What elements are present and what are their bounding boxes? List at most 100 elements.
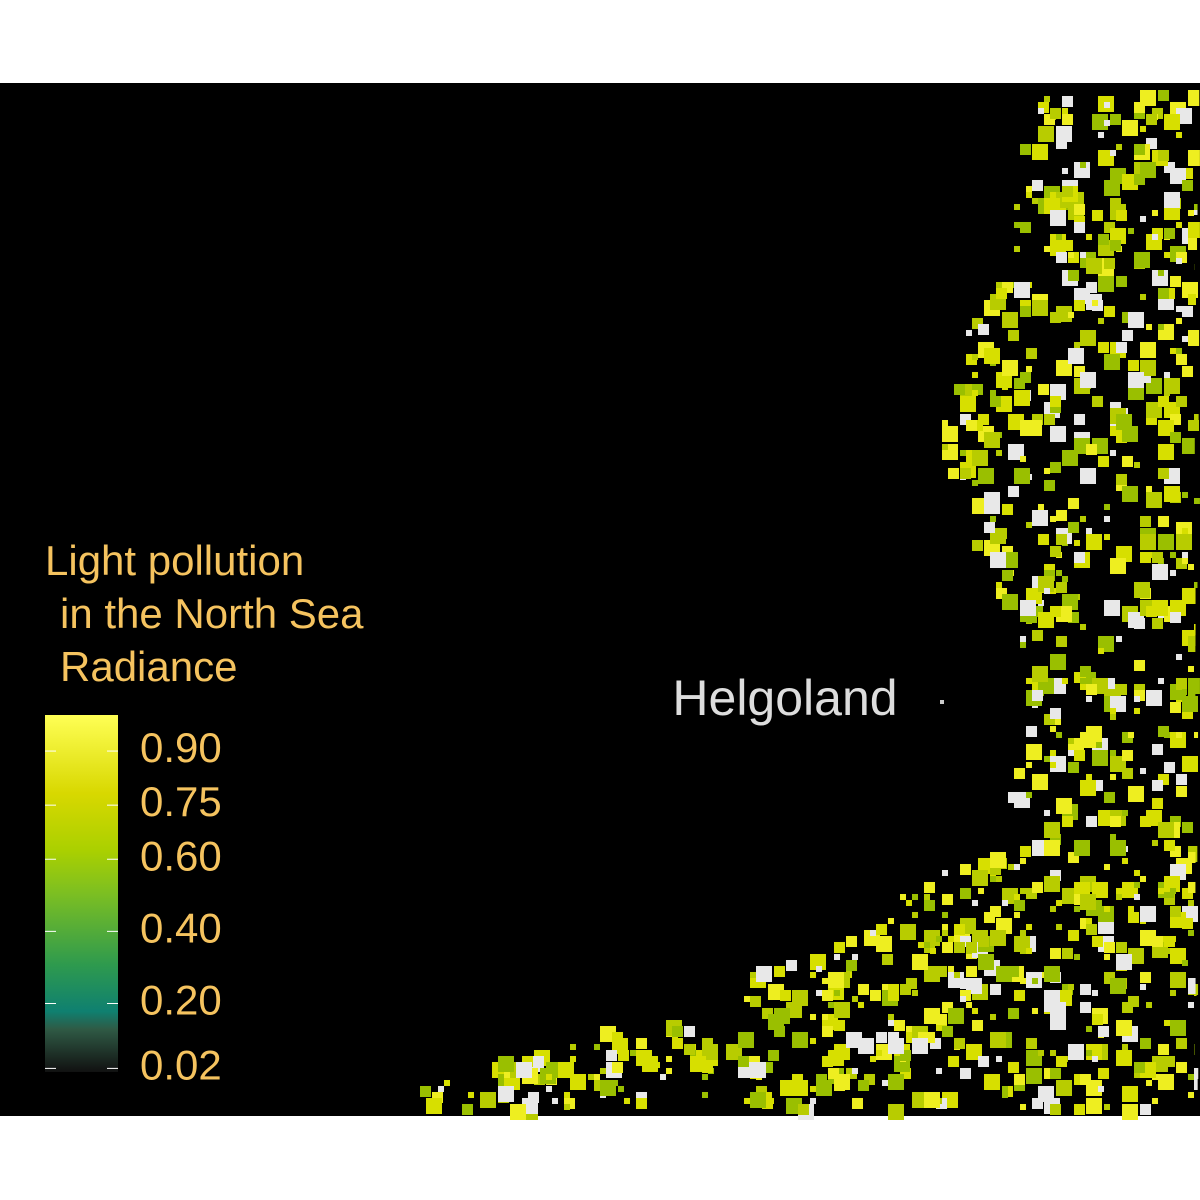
light-patch (1074, 300, 1085, 311)
light-patch (1170, 888, 1176, 894)
light-patch (816, 966, 822, 972)
light-patch (1140, 984, 1146, 990)
light-patch (1104, 258, 1115, 269)
light-patch (444, 1080, 450, 1086)
light-patch (954, 972, 960, 978)
light-patch (1008, 330, 1019, 341)
light-patch (1044, 96, 1050, 102)
light-patch (1002, 594, 1018, 610)
light-patch (1140, 1038, 1151, 1049)
light-patch (930, 948, 936, 954)
light-patch (1080, 666, 1091, 677)
light-patch (1140, 1104, 1151, 1115)
light-patch (1146, 324, 1152, 330)
light-patch (612, 1080, 618, 1086)
legend: 0.90 0.75 0.60 0.40 0.20 0.02 (45, 715, 222, 1088)
light-patch (1008, 966, 1019, 977)
light-patch (1122, 330, 1133, 341)
light-patch (1074, 750, 1085, 761)
light-patch (1122, 858, 1128, 864)
light-patch (744, 1098, 750, 1104)
light-patch (1170, 972, 1186, 988)
light-patch (1146, 690, 1162, 706)
light-patch (1062, 816, 1073, 827)
light-patch (888, 1014, 894, 1020)
light-patch (1176, 132, 1182, 138)
light-patch (1032, 978, 1038, 984)
light-patch (1188, 90, 1200, 106)
light-patch (1068, 612, 1079, 623)
light-patch (1104, 678, 1115, 689)
light-patch (936, 1014, 947, 1025)
light-patch (1116, 210, 1127, 221)
light-patch (1032, 414, 1043, 425)
light-patch (1170, 1020, 1186, 1036)
light-patch (1146, 414, 1157, 425)
light-patch (1128, 906, 1134, 912)
light-patch (1002, 384, 1008, 390)
light-patch (1176, 786, 1187, 797)
light-patch (1158, 1074, 1174, 1090)
light-patch (1020, 930, 1026, 936)
light-patch (1032, 1098, 1043, 1109)
light-patch (1092, 1056, 1098, 1062)
light-patch (888, 1104, 904, 1120)
light-patch (1086, 816, 1097, 827)
light-patch (1116, 1050, 1132, 1066)
light-patch (1098, 456, 1109, 467)
light-patch (1164, 486, 1180, 502)
light-patch (1092, 396, 1103, 407)
light-patch (942, 426, 958, 442)
light-patch (1110, 150, 1116, 156)
light-patch (1176, 558, 1187, 569)
light-patch (996, 588, 1007, 599)
light-patch (1134, 174, 1145, 185)
light-patch (1170, 816, 1181, 827)
tick-label: 0.60 (140, 832, 222, 879)
light-patch (1002, 282, 1013, 293)
light-patch (1152, 552, 1163, 563)
light-patch (1170, 276, 1181, 287)
light-patch (1116, 894, 1122, 900)
light-patch (978, 324, 989, 335)
light-patch (1134, 618, 1145, 629)
light-patch (1158, 888, 1164, 894)
light-patch (468, 1092, 474, 1098)
light-patch (1086, 1026, 1092, 1032)
light-patch (1056, 234, 1062, 240)
light-patch (1116, 684, 1127, 695)
island (940, 700, 944, 704)
light-patch (1056, 636, 1067, 647)
light-patch (1122, 750, 1133, 761)
light-patch (948, 1056, 959, 1067)
light-patch (996, 450, 1002, 456)
light-patch (1182, 552, 1188, 558)
light-patch (1050, 714, 1061, 725)
light-patch (1176, 222, 1182, 228)
light-patch (852, 954, 858, 960)
light-patch (1164, 840, 1175, 851)
light-patch (1128, 312, 1144, 328)
light-patch (1164, 762, 1175, 773)
light-patch (1068, 498, 1079, 509)
light-patch (1074, 366, 1085, 377)
light-patch (1170, 990, 1176, 996)
light-patch (1062, 96, 1073, 107)
light-patch (960, 978, 971, 989)
light-patch (960, 990, 971, 1001)
light-patch (1176, 732, 1182, 738)
light-patch (1080, 780, 1096, 796)
light-patch (1110, 834, 1116, 840)
light-patch (828, 1002, 834, 1008)
light-patch (1086, 924, 1097, 935)
light-patch (942, 894, 953, 905)
light-patch (1002, 360, 1018, 376)
light-patch (780, 1086, 786, 1092)
light-patch (1074, 954, 1080, 960)
light-patch (1104, 306, 1115, 317)
light-patch (792, 1032, 808, 1048)
light-patch (816, 990, 822, 996)
light-patch (1188, 150, 1200, 166)
light-patch (762, 1098, 773, 1109)
light-patch (984, 522, 995, 533)
